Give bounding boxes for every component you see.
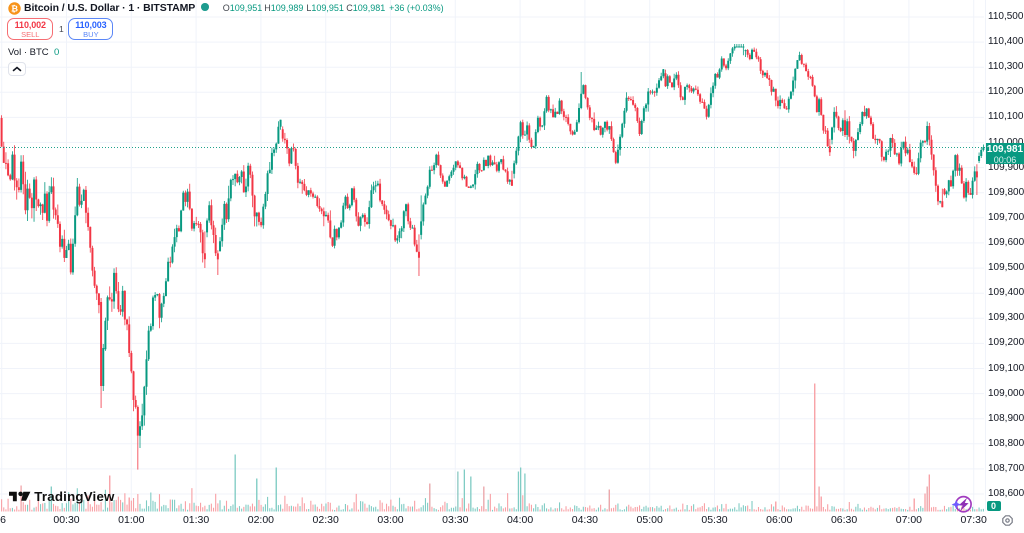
svg-text:TradingView: TradingView <box>34 491 115 504</box>
svg-text:₿: ₿ <box>11 4 18 14</box>
